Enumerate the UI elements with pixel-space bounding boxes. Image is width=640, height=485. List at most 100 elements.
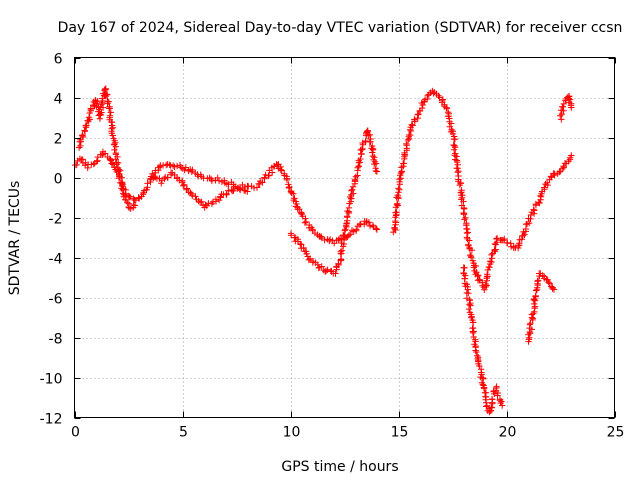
data-point (535, 277, 542, 284)
data-point (498, 402, 506, 409)
data-point (408, 121, 415, 128)
data-point (536, 199, 543, 207)
data-point (461, 264, 468, 272)
data-point (118, 174, 125, 181)
data-point (566, 96, 574, 103)
data-point (526, 321, 534, 328)
y-tick-label: 6 (54, 52, 63, 68)
data-point (173, 162, 181, 170)
data-point (470, 319, 477, 326)
data-point (443, 105, 450, 112)
series-satellite-track-evening (287, 127, 381, 277)
data-point (192, 193, 199, 200)
data-point (98, 101, 105, 108)
data-point (473, 348, 480, 356)
data-point (568, 152, 575, 159)
data-point (365, 132, 372, 139)
data-point (341, 227, 348, 234)
data-point (558, 110, 566, 118)
data-point (481, 286, 488, 293)
data-point (499, 237, 507, 244)
data-point (75, 144, 83, 151)
data-point (158, 180, 165, 187)
data-point (435, 92, 442, 99)
series-satellite-track-early-spike (75, 85, 139, 212)
data-point (454, 169, 461, 176)
data-point (202, 201, 209, 208)
data-point (462, 272, 469, 279)
data-point (394, 192, 401, 199)
data-point (362, 137, 369, 145)
data-point (470, 328, 477, 335)
data-point (493, 235, 501, 242)
data-point (244, 188, 251, 195)
data-point (305, 256, 312, 264)
data-point (83, 122, 90, 129)
data-point (131, 202, 139, 209)
data-point (301, 219, 309, 226)
data-point (212, 196, 220, 203)
data-point (556, 168, 563, 176)
data-point (81, 128, 89, 135)
data-point (521, 231, 528, 238)
data-point (340, 232, 348, 239)
data-point (104, 91, 111, 98)
x-tick-label: 0 (71, 425, 80, 441)
data-point (338, 247, 346, 254)
x-tick-label: 10 (283, 425, 301, 441)
y-axis-label: SDTVAR / TECUs (7, 181, 23, 296)
y-tick-label: -4 (49, 252, 63, 268)
data-point (214, 174, 221, 182)
data-point (549, 285, 556, 292)
y-tick-label: -10 (40, 372, 63, 388)
data-point (102, 92, 109, 100)
data-point (118, 185, 125, 192)
data-point (478, 371, 485, 378)
data-point (439, 96, 446, 103)
data-point (424, 95, 431, 103)
data-point (527, 211, 535, 219)
data-point (89, 101, 97, 109)
data-point (77, 142, 84, 150)
data-point (93, 158, 100, 165)
data-point (337, 256, 345, 263)
data-point (391, 225, 398, 232)
data-point (208, 177, 216, 185)
data-point (113, 161, 120, 168)
data-point (195, 197, 202, 205)
data-point (465, 305, 473, 313)
data-point (102, 86, 109, 94)
data-point (396, 186, 403, 193)
data-point (253, 184, 261, 191)
series-satellite-track-afternoon (390, 87, 575, 293)
data-point (369, 145, 377, 153)
data-point (411, 116, 418, 123)
series-satellite-track-low-branch (149, 169, 251, 211)
data-point (494, 392, 501, 399)
x-tick-label: 5 (179, 425, 188, 441)
data-point (414, 111, 421, 118)
plot-frame (74, 57, 615, 418)
data-point (180, 182, 187, 189)
series-satellite-track-end (557, 92, 575, 123)
data-point (109, 132, 116, 139)
y-tick-label: -8 (49, 332, 63, 348)
data-point (489, 396, 496, 403)
y-tick-label: 0 (54, 172, 63, 188)
data-point (539, 272, 546, 279)
data-point (479, 381, 486, 388)
data-point (345, 204, 353, 212)
data-point (550, 286, 558, 293)
data-point (337, 248, 344, 255)
y-tick-label: -2 (49, 212, 63, 228)
data-point (566, 92, 573, 100)
data-point (472, 262, 479, 270)
data-point (117, 167, 124, 174)
data-point (182, 164, 189, 171)
data-point (545, 279, 552, 286)
data-point (85, 114, 93, 121)
data-point (315, 264, 322, 272)
data-point (353, 226, 360, 233)
data-point (287, 230, 295, 237)
